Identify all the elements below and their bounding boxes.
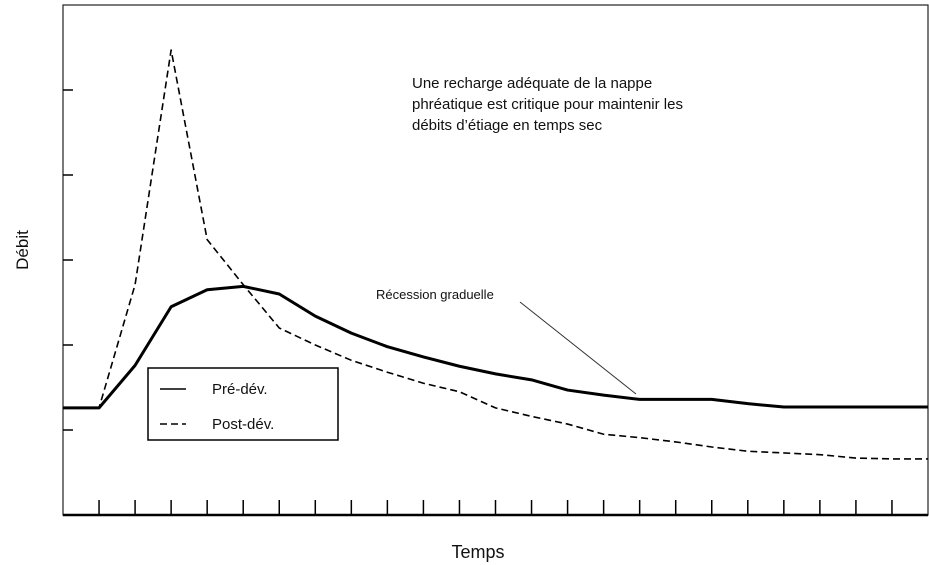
legend-label: Post-dév. [212, 416, 274, 433]
legend-label: Pré-dév. [212, 381, 268, 398]
leader-line [519, 301, 637, 395]
annotation: débits d’étiage en temps sec [412, 117, 603, 134]
annotation: phréatique est critique pour maintenir l… [412, 96, 683, 113]
annotation: Une recharge adéquate de la nappe [412, 75, 652, 92]
annotation: Récession graduelle [376, 287, 494, 302]
series-line [63, 49, 928, 460]
legend-box [147, 367, 339, 441]
x-axis-label: Temps [451, 542, 504, 562]
y-axis-label: Débit [13, 230, 32, 270]
series-line [63, 284, 928, 410]
